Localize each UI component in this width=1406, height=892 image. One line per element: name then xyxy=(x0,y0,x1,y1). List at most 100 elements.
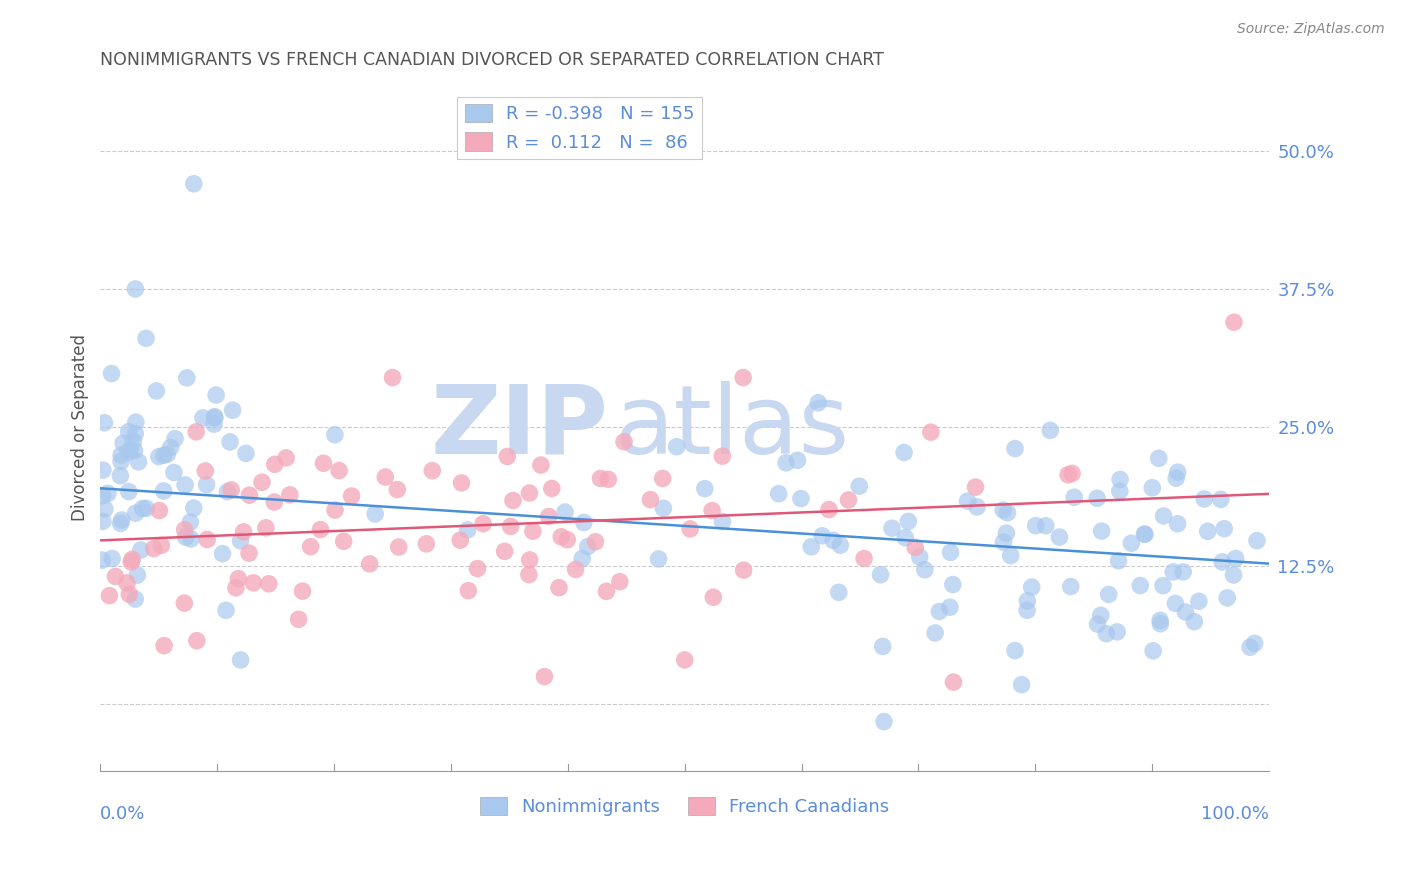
Point xyxy=(1133,527,1156,541)
Point xyxy=(183,177,205,191)
Point xyxy=(238,488,260,502)
Point xyxy=(312,456,335,470)
Point xyxy=(1149,616,1171,631)
Point xyxy=(415,537,437,551)
Point xyxy=(873,714,896,729)
Point xyxy=(127,455,149,469)
Point xyxy=(457,583,479,598)
Point xyxy=(364,507,387,521)
Point xyxy=(98,589,121,603)
Point xyxy=(148,450,170,464)
Point xyxy=(135,331,157,345)
Point xyxy=(204,409,226,424)
Point xyxy=(159,441,181,455)
Text: Source: ZipAtlas.com: Source: ZipAtlas.com xyxy=(1237,22,1385,37)
Point xyxy=(1108,484,1130,499)
Point xyxy=(1108,554,1130,568)
Point xyxy=(449,533,471,548)
Text: ZIP: ZIP xyxy=(430,381,609,474)
Point xyxy=(274,450,297,465)
Point xyxy=(540,482,562,496)
Point xyxy=(228,572,250,586)
Point xyxy=(250,475,273,490)
Point xyxy=(997,506,1019,520)
Point xyxy=(110,454,132,468)
Point xyxy=(104,569,127,583)
Point xyxy=(993,535,1015,549)
Point xyxy=(530,458,553,472)
Point xyxy=(1025,518,1047,533)
Point xyxy=(1062,467,1084,481)
Point xyxy=(195,477,218,491)
Point xyxy=(186,425,208,439)
Point xyxy=(120,555,142,569)
Point xyxy=(117,445,139,459)
Point xyxy=(939,545,962,559)
Point xyxy=(145,384,167,398)
Point xyxy=(131,501,153,516)
Point xyxy=(1246,533,1268,548)
Point xyxy=(152,483,174,498)
Point xyxy=(1133,527,1156,541)
Point xyxy=(183,501,205,516)
Point xyxy=(124,506,146,520)
Point xyxy=(110,468,132,483)
Point xyxy=(127,568,149,582)
Point xyxy=(647,552,669,566)
Point xyxy=(1057,467,1080,482)
Point xyxy=(1129,578,1152,592)
Point xyxy=(332,534,354,549)
Point xyxy=(893,445,915,459)
Point xyxy=(1000,549,1022,563)
Point xyxy=(299,540,322,554)
Point xyxy=(173,596,195,610)
Point xyxy=(1149,614,1171,628)
Point xyxy=(110,448,132,462)
Point xyxy=(309,523,332,537)
Point xyxy=(537,509,560,524)
Point xyxy=(1035,518,1057,533)
Point xyxy=(1147,451,1170,466)
Point xyxy=(340,489,363,503)
Point xyxy=(598,472,620,486)
Point xyxy=(205,388,228,402)
Point xyxy=(924,626,946,640)
Text: 100.0%: 100.0% xyxy=(1201,805,1270,823)
Point xyxy=(1021,580,1043,594)
Point xyxy=(135,501,157,516)
Point xyxy=(1017,603,1039,617)
Point xyxy=(1107,624,1129,639)
Point xyxy=(142,541,165,556)
Point xyxy=(457,523,479,537)
Point xyxy=(219,483,242,497)
Point xyxy=(1225,551,1247,566)
Point xyxy=(1039,423,1062,437)
Point xyxy=(242,575,264,590)
Point xyxy=(467,561,489,575)
Point xyxy=(828,585,851,599)
Point xyxy=(733,563,755,577)
Point xyxy=(163,466,186,480)
Point xyxy=(97,486,120,500)
Point xyxy=(124,592,146,607)
Point xyxy=(519,486,541,500)
Point xyxy=(572,516,595,530)
Point xyxy=(920,425,942,439)
Point xyxy=(897,515,920,529)
Point xyxy=(673,653,696,667)
Point xyxy=(830,538,852,552)
Point xyxy=(1223,315,1246,329)
Point xyxy=(156,447,179,461)
Point xyxy=(1017,594,1039,608)
Point xyxy=(173,523,195,537)
Point xyxy=(1211,555,1233,569)
Point xyxy=(702,591,724,605)
Point xyxy=(693,482,716,496)
Point xyxy=(472,516,495,531)
Point xyxy=(640,492,662,507)
Point xyxy=(204,410,226,425)
Point xyxy=(118,587,141,601)
Point xyxy=(174,530,197,544)
Point xyxy=(711,449,734,463)
Point xyxy=(1060,580,1083,594)
